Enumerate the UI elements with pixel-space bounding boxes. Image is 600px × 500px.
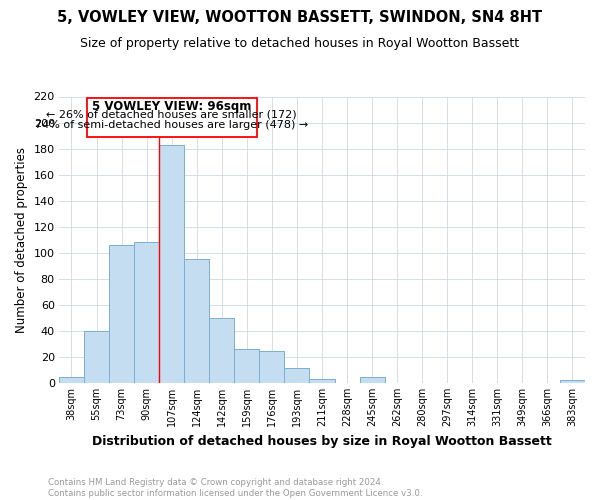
- Text: Contains HM Land Registry data © Crown copyright and database right 2024.
Contai: Contains HM Land Registry data © Crown c…: [48, 478, 422, 498]
- Bar: [209, 318, 235, 382]
- Bar: [159, 144, 184, 382]
- Text: Size of property relative to detached houses in Royal Wootton Bassett: Size of property relative to detached ho…: [80, 38, 520, 51]
- Y-axis label: Number of detached properties: Number of detached properties: [15, 146, 28, 332]
- Text: 5 VOWLEY VIEW: 96sqm: 5 VOWLEY VIEW: 96sqm: [92, 100, 251, 113]
- Bar: [259, 352, 284, 382]
- Bar: [560, 380, 585, 382]
- Bar: [59, 378, 84, 382]
- Bar: [310, 378, 335, 382]
- Bar: [284, 368, 310, 382]
- Bar: [109, 245, 134, 382]
- Text: 5, VOWLEY VIEW, WOOTTON BASSETT, SWINDON, SN4 8HT: 5, VOWLEY VIEW, WOOTTON BASSETT, SWINDON…: [58, 10, 542, 25]
- Bar: [134, 242, 159, 382]
- FancyBboxPatch shape: [86, 98, 257, 137]
- Text: ← 26% of detached houses are smaller (172): ← 26% of detached houses are smaller (17…: [46, 110, 297, 120]
- Text: 74% of semi-detached houses are larger (478) →: 74% of semi-detached houses are larger (…: [35, 120, 308, 130]
- Bar: [184, 259, 209, 382]
- Bar: [84, 330, 109, 382]
- Bar: [235, 349, 259, 382]
- Bar: [359, 378, 385, 382]
- X-axis label: Distribution of detached houses by size in Royal Wootton Bassett: Distribution of detached houses by size …: [92, 434, 552, 448]
